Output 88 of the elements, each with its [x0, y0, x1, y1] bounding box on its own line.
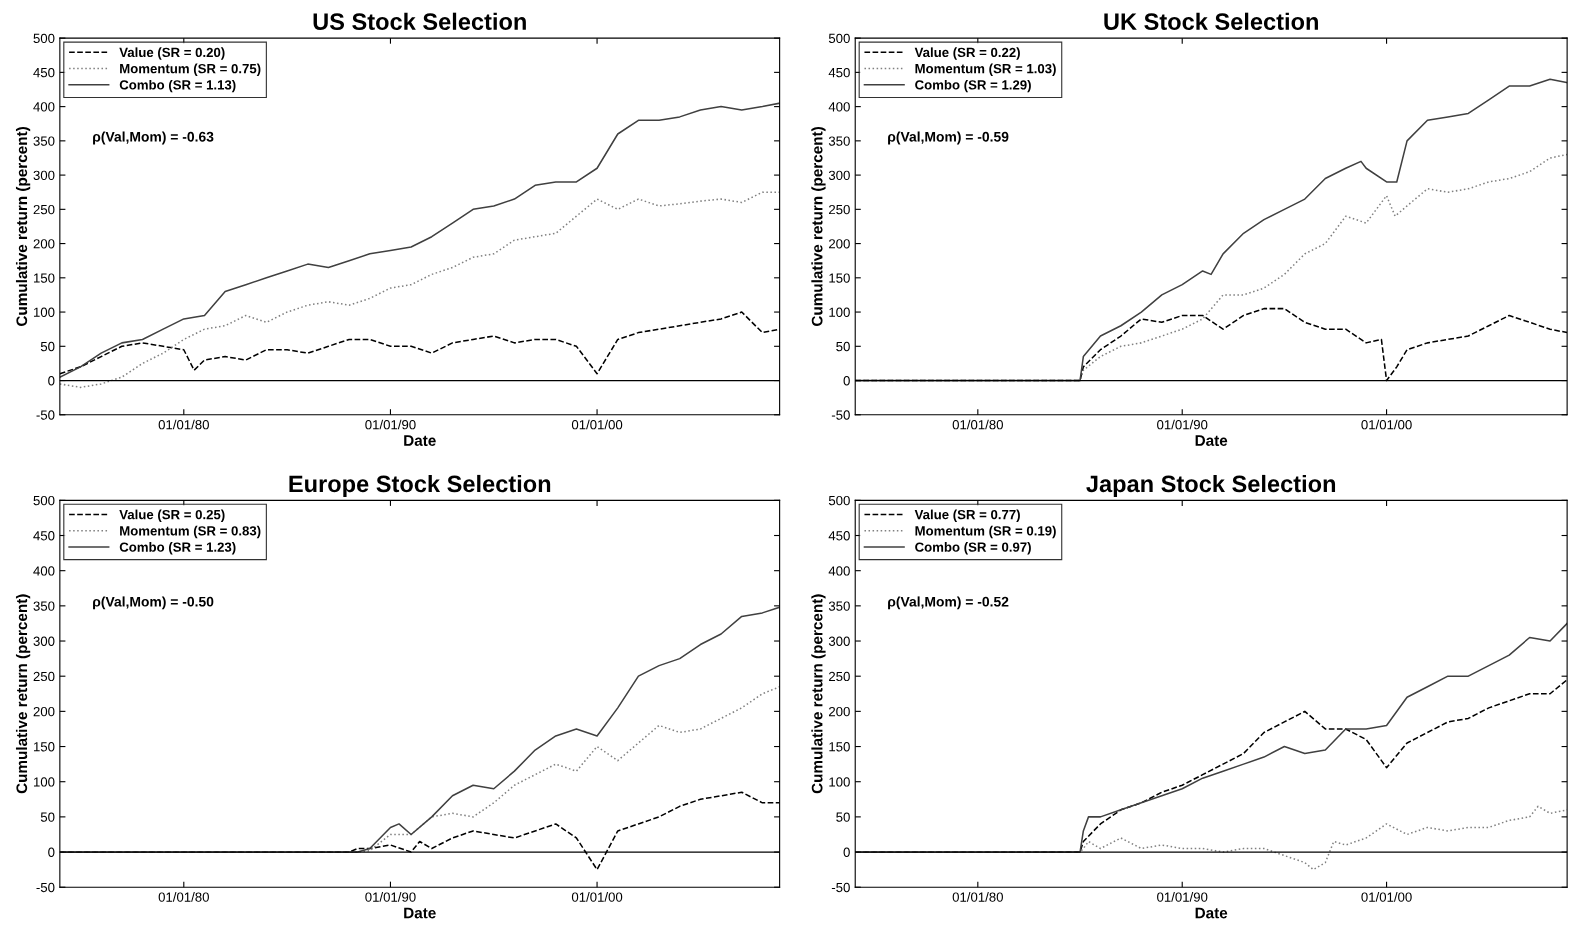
y-tick-label: 50 [836, 812, 850, 822]
y-tick-label: 150 [33, 742, 55, 752]
y-tick-label: 300 [828, 636, 850, 646]
y-tick-label: 200 [33, 239, 55, 249]
legend-label: Value (SR = 0.77) [914, 509, 1020, 522]
y-tick-label: 350 [828, 136, 850, 146]
y-tick-label: -50 [36, 410, 55, 420]
x-tick-label: 01/01/00 [1361, 892, 1412, 902]
legend-label: Momentum (SR = 1.03) [915, 63, 1056, 76]
y-tick-label: 50 [836, 341, 850, 352]
y-tick-label: 400 [33, 566, 55, 576]
y-tick-label: 350 [33, 601, 55, 611]
y-tick-label: 500 [33, 495, 55, 506]
annotation: ρ(Val,Mom) = -0.63 [93, 131, 214, 145]
legend-label: Combo (SR = 1.13) [119, 79, 236, 93]
x-tick-label: 01/01/00 [571, 892, 623, 902]
legend-label: Momentum (SR = 0.19) [915, 525, 1056, 539]
y-tick-label: 250 [829, 204, 850, 215]
y-axis-title: Cumulative return (percent) [811, 127, 826, 326]
y-tick-label: -50 [36, 882, 55, 893]
y-tick-label: 250 [33, 671, 55, 682]
y-tick-label: 450 [828, 67, 850, 78]
x-tick-label: 01/01/80 [952, 892, 1003, 902]
y-tick-label: 150 [33, 273, 55, 283]
y-tick-label: 0 [843, 847, 850, 857]
legend-label: Combo (SR = 1.29) [915, 79, 1031, 93]
legend-label: Momentum (SR = 0.83) [120, 525, 261, 539]
y-tick-label: 0 [48, 376, 55, 386]
y-tick-label: 150 [829, 273, 850, 283]
y-tick-label: 0 [843, 376, 850, 386]
x-axis-title: Date [404, 907, 436, 919]
y-axis-title: Cumulative return (percent) [15, 594, 31, 794]
y-tick-label: 100 [33, 777, 55, 787]
y-tick-label: 500 [828, 33, 850, 44]
x-tick-label: 01/01/80 [158, 892, 209, 902]
chart-title: UK Stock Selection [1104, 12, 1318, 31]
chart-title: Europe Stock Selection [289, 474, 551, 497]
x-tick-label: 01/01/00 [1361, 419, 1412, 430]
x-tick-label: 01/01/90 [365, 892, 416, 902]
x-tick-label: 01/01/90 [1157, 419, 1208, 430]
y-tick-label: 50 [40, 341, 55, 352]
y-axis-title: Cumulative return (percent) [811, 594, 826, 794]
y-tick-label: 250 [33, 204, 55, 215]
y-tick-label: -50 [831, 882, 850, 893]
y-tick-label: 100 [829, 307, 850, 317]
x-axis-title: Date [404, 435, 436, 446]
y-axis-title: Cumulative return (percent) [15, 127, 31, 326]
legend-label: Value (SR = 0.20) [119, 47, 225, 60]
y-tick-label: 0 [48, 847, 55, 857]
y-tick-label: 150 [829, 742, 850, 752]
y-tick-label: 250 [829, 671, 850, 682]
legend-label: Value (SR = 0.25) [119, 509, 225, 522]
x-tick-label: 01/01/90 [365, 419, 416, 430]
y-tick-label: 200 [829, 239, 850, 249]
y-tick-label: 450 [33, 531, 55, 541]
y-tick-label: 300 [828, 170, 850, 180]
y-tick-label: 500 [828, 495, 850, 506]
legend-label: Combo (SR = 0.97) [915, 542, 1031, 555]
legend-label: Value (SR = 0.22) [914, 47, 1020, 60]
x-tick-label: 01/01/80 [158, 419, 209, 430]
annotation: ρ(Val,Mom) = -0.50 [93, 596, 214, 610]
y-tick-label: 200 [33, 706, 55, 717]
y-tick-label: 450 [828, 531, 850, 541]
x-tick-label: 01/01/80 [952, 419, 1003, 430]
y-tick-label: 400 [33, 102, 55, 112]
legend-label: Momentum (SR = 0.75) [120, 63, 261, 76]
x-tick-label: 01/01/90 [1157, 892, 1208, 902]
y-tick-label: 400 [828, 566, 850, 576]
y-tick-label: 300 [33, 636, 55, 646]
y-tick-label: 50 [40, 812, 55, 822]
y-tick-label: 450 [33, 67, 55, 78]
y-tick-label: 350 [828, 601, 850, 611]
annotation: ρ(Val,Mom) = -0.59 [888, 131, 1009, 145]
y-tick-label: 100 [33, 307, 55, 317]
x-axis-title: Date [1195, 907, 1228, 919]
chart-title: Japan Stock Selection [1086, 474, 1336, 497]
y-tick-label: 200 [829, 706, 850, 717]
x-axis-title: Date [1195, 435, 1228, 446]
annotation: ρ(Val,Mom) = -0.52 [888, 596, 1009, 610]
legend-label: Combo (SR = 1.23) [119, 542, 236, 555]
x-tick-label: 01/01/00 [571, 419, 623, 430]
y-tick-label: 500 [33, 33, 55, 44]
y-tick-label: 400 [828, 102, 850, 112]
y-tick-label: 300 [33, 170, 55, 180]
y-tick-label: -50 [831, 410, 850, 420]
y-tick-label: 350 [33, 136, 55, 146]
chart-title: US Stock Selection [313, 12, 526, 31]
y-tick-label: 100 [829, 777, 850, 787]
